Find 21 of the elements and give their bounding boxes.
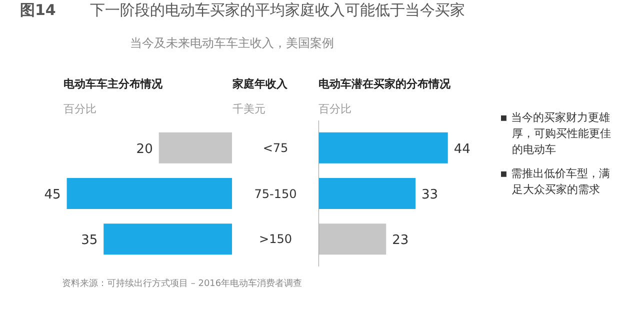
text: 千美元 (232, 102, 266, 116)
text: 当今及未来电动车车主收入，美国案例 (130, 35, 335, 52)
y-axis-title: 家庭年收入 (232, 78, 288, 90)
data-label: 35 (81, 233, 98, 248)
text: 下一阶段的电动车买家的平均家庭收入可能低于当今买家 (90, 1, 465, 19)
chart-title: 电动车车主分布情况 (64, 78, 164, 90)
data-label: 44 (454, 142, 470, 157)
chart-subtitle: 百分比 (64, 102, 96, 116)
text: ▪ 需推出低价车型，满足大众买家的需求 (500, 166, 611, 198)
chart-title: 电动车潜在买家的分布情况 (318, 78, 452, 90)
caption: 图14 (19, 0, 57, 21)
data-label: 23 (392, 233, 409, 248)
data-label: 33 (422, 188, 438, 202)
chart-subtitle: 百分比 (318, 102, 352, 116)
text: ▪ 当今的买家财力更雄厚，可购买性能更佳的电动车 (500, 110, 612, 158)
category-label: >150 (259, 232, 292, 246)
data-label: 45 (44, 188, 61, 202)
category-label: 75-150 (254, 187, 297, 201)
data-label: 20 (136, 142, 153, 157)
category-label: <75 (262, 140, 288, 155)
text: 资料来源：可持续出行方式项目 – 2016年电动车消费者调查 (61, 278, 302, 291)
